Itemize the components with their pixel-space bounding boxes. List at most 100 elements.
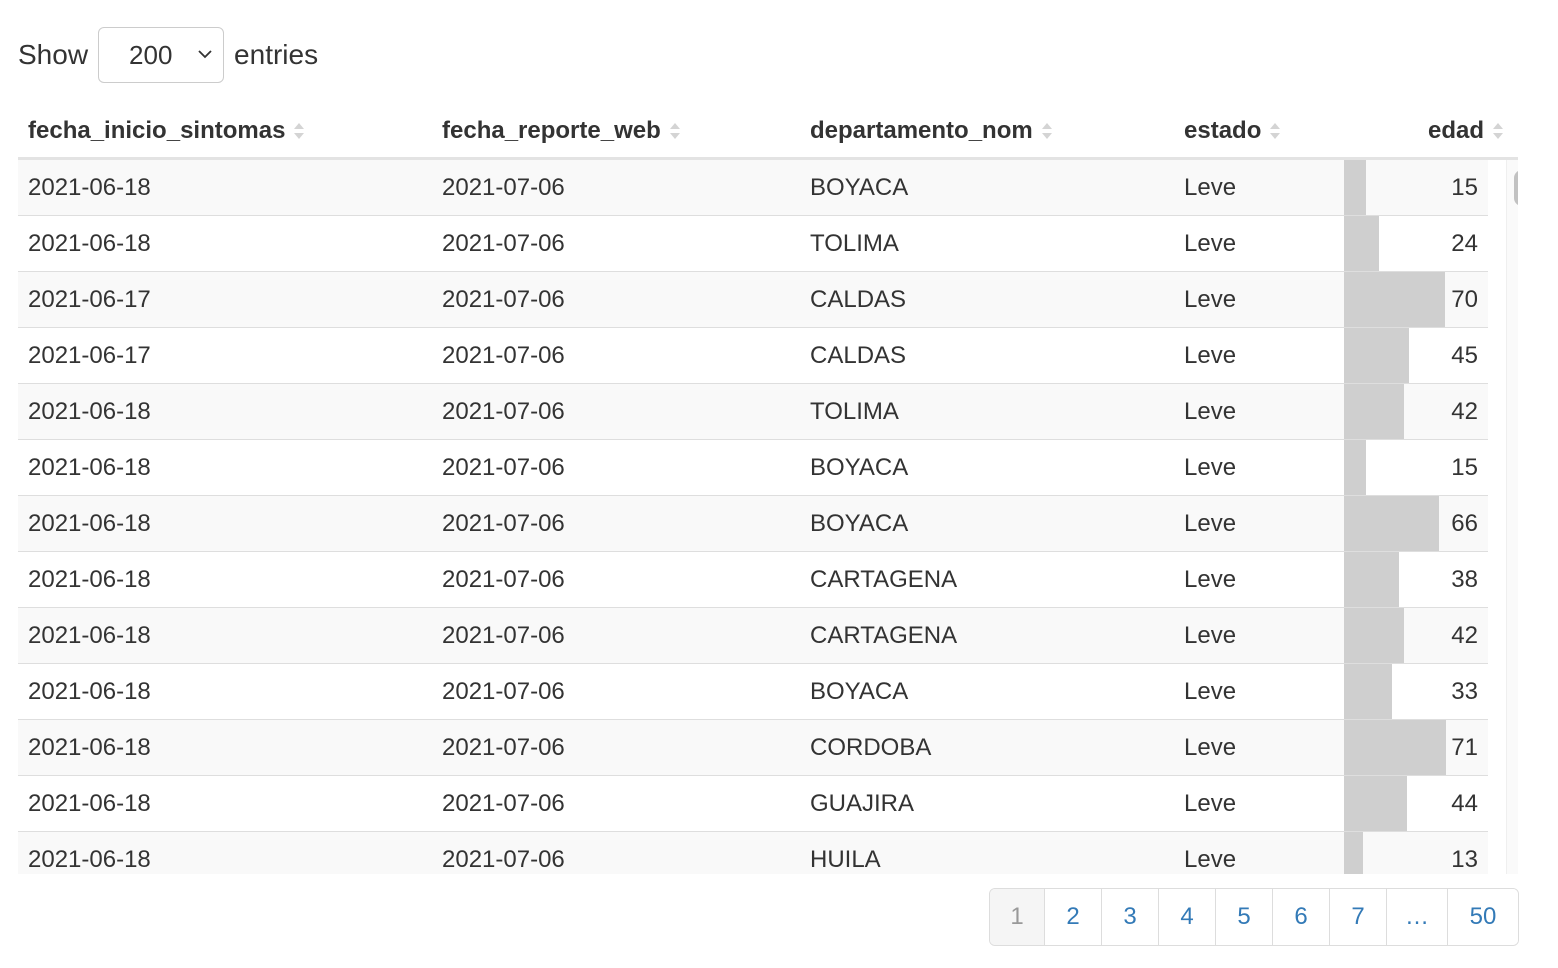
cell-fecha-inicio-sintomas: 2021-06-18 [28, 678, 151, 705]
table-row[interactable]: 2021-06-18 2021-07-06 BOYACA Leve 15 [18, 440, 1488, 496]
column-header-edad[interactable]: edad [1428, 104, 1504, 157]
cell-fecha-inicio-sintomas: 2021-06-18 [28, 734, 151, 761]
cell-edad: 15 [1344, 440, 1488, 495]
cell-edad: 66 [1344, 496, 1488, 551]
cell-edad: 42 [1344, 608, 1488, 663]
cell-departamento-nom: CALDAS [810, 286, 907, 313]
page-button-50[interactable]: 50 [1447, 889, 1518, 945]
cell-estado: Leve [1184, 678, 1237, 705]
cell-departamento-nom: CARTAGENA [810, 622, 958, 649]
table-row[interactable]: 2021-06-18 2021-07-06 BOYACA Leve 15 [18, 160, 1488, 216]
edad-bar [1344, 384, 1404, 439]
page-button-4[interactable]: 4 [1158, 889, 1215, 945]
column-header-label: departamento_nom [810, 116, 1033, 144]
cell-estado: Leve [1184, 790, 1237, 817]
column-header-fecha-reporte-web[interactable]: fecha_reporte_web [442, 104, 681, 157]
cell-edad: 45 [1344, 328, 1488, 383]
page-button-5[interactable]: 5 [1215, 889, 1272, 945]
table-body: 2021-06-18 2021-07-06 BOYACA Leve 15 2021-06-… [18, 160, 1488, 874]
cell-fecha-reporte-web: 2021-07-06 [442, 286, 565, 313]
cell-fecha-reporte-web: 2021-07-06 [442, 230, 565, 257]
table-row[interactable]: 2021-06-18 2021-07-06 HUILA Leve 13 [18, 832, 1488, 874]
edad-bar [1344, 496, 1439, 551]
table-row[interactable]: 2021-06-18 2021-07-06 TOLIMA Leve 24 [18, 216, 1488, 272]
cell-fecha-inicio-sintomas: 2021-06-18 [28, 230, 151, 257]
table-row[interactable]: 2021-06-18 2021-07-06 TOLIMA Leve 42 [18, 384, 1488, 440]
table-row[interactable]: 2021-06-18 2021-07-06 BOYACA Leve 66 [18, 496, 1488, 552]
edad-value: 44 [1451, 790, 1478, 817]
page-button-1[interactable]: 1 [990, 889, 1044, 945]
cell-fecha-inicio-sintomas: 2021-06-18 [28, 174, 151, 201]
table-row[interactable]: 2021-06-18 2021-07-06 GUAJIRA Leve 44 [18, 776, 1488, 832]
column-header-departamento-nom[interactable]: departamento_nom [810, 104, 1053, 157]
cell-departamento-nom: CALDAS [810, 342, 907, 369]
cell-fecha-inicio-sintomas: 2021-06-18 [28, 454, 151, 481]
cell-departamento-nom: TOLIMA [810, 398, 899, 425]
cell-fecha-inicio-sintomas: 2021-06-18 [28, 398, 151, 425]
table-row[interactable]: 2021-06-18 2021-07-06 CARTAGENA Leve 38 [18, 552, 1488, 608]
cell-departamento-nom: CORDOBA [810, 734, 932, 761]
page-button-3[interactable]: 3 [1101, 889, 1158, 945]
cell-departamento-nom: BOYACA [810, 174, 909, 201]
edad-value: 42 [1451, 622, 1478, 649]
cell-departamento-nom: HUILA [810, 846, 881, 873]
page-button-6[interactable]: 6 [1272, 889, 1329, 945]
edad-value: 45 [1451, 342, 1478, 369]
sort-icon [1493, 122, 1504, 139]
page-button-2[interactable]: 2 [1044, 889, 1101, 945]
table-row[interactable]: 2021-06-18 2021-07-06 BOYACA Leve 33 [18, 664, 1488, 720]
edad-value: 66 [1451, 510, 1478, 537]
cell-departamento-nom: BOYACA [810, 510, 909, 537]
table-row[interactable]: 2021-06-18 2021-07-06 CARTAGENA Leve 42 [18, 608, 1488, 664]
page-ellipsis: … [1386, 889, 1447, 945]
cell-fecha-inicio-sintomas: 2021-06-18 [28, 566, 151, 593]
edad-bar [1344, 328, 1409, 383]
cell-fecha-inicio-sintomas: 2021-06-17 [28, 342, 151, 369]
cell-edad: 15 [1344, 160, 1488, 215]
chevron-down-icon [198, 50, 212, 59]
cell-estado: Leve [1184, 398, 1237, 425]
cell-edad: 70 [1344, 272, 1488, 327]
table-row[interactable]: 2021-06-17 2021-07-06 CALDAS Leve 45 [18, 328, 1488, 384]
cell-estado: Leve [1184, 622, 1237, 649]
edad-value: 13 [1451, 846, 1478, 873]
sort-icon [669, 122, 680, 139]
cell-departamento-nom: TOLIMA [810, 230, 899, 257]
cell-estado: Leve [1184, 174, 1237, 201]
edad-bar [1344, 216, 1379, 271]
data-table: fecha_inicio_sintomas fecha_reporte_web … [18, 104, 1518, 874]
entries-per-page-select[interactable]: 200 [98, 27, 225, 83]
column-header-estado[interactable]: estado [1184, 104, 1281, 157]
cell-fecha-inicio-sintomas: 2021-06-18 [28, 622, 151, 649]
edad-value: 38 [1451, 566, 1478, 593]
page-button-7[interactable]: 7 [1329, 889, 1386, 945]
edad-value: 24 [1451, 230, 1478, 257]
edad-bar [1344, 552, 1399, 607]
table-row[interactable]: 2021-06-17 2021-07-06 CALDAS Leve 70 [18, 272, 1488, 328]
cell-edad: 71 [1344, 720, 1488, 775]
column-header-fecha-inicio-sintomas[interactable]: fecha_inicio_sintomas [28, 104, 305, 157]
cell-edad: 33 [1344, 664, 1488, 719]
cell-edad: 13 [1344, 832, 1488, 874]
cell-fecha-reporte-web: 2021-07-06 [442, 398, 565, 425]
cell-departamento-nom: CARTAGENA [810, 566, 958, 593]
cell-departamento-nom: GUAJIRA [810, 790, 915, 817]
cell-fecha-inicio-sintomas: 2021-06-18 [28, 846, 151, 873]
table-row[interactable]: 2021-06-18 2021-07-06 CORDOBA Leve 71 [18, 720, 1488, 776]
edad-value: 15 [1451, 174, 1478, 201]
edad-bar [1344, 720, 1446, 775]
cell-edad: 24 [1344, 216, 1488, 271]
sort-icon [1270, 122, 1281, 139]
cell-estado: Leve [1184, 230, 1237, 257]
cell-fecha-inicio-sintomas: 2021-06-18 [28, 510, 151, 537]
cell-fecha-reporte-web: 2021-07-06 [442, 734, 565, 761]
sort-icon [294, 122, 305, 139]
table-header: fecha_inicio_sintomas fecha_reporte_web … [18, 104, 1518, 160]
cell-fecha-reporte-web: 2021-07-06 [442, 846, 565, 873]
table-scrollbar[interactable] [1506, 160, 1518, 874]
cell-fecha-inicio-sintomas: 2021-06-18 [28, 790, 151, 817]
scrollbar-thumb[interactable] [1514, 170, 1518, 206]
show-label: Show [18, 39, 89, 70]
cell-edad: 42 [1344, 384, 1488, 439]
edad-bar [1344, 272, 1445, 327]
